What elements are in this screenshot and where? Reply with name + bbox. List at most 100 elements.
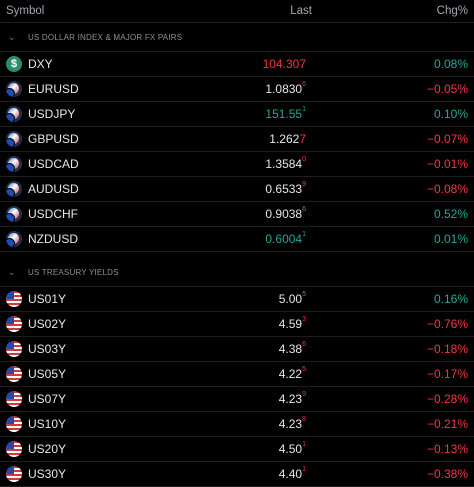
last-price-fraction: 6 [302,206,306,213]
symbol-label: US03Y [28,342,67,356]
symbol-cell: USDJPY [0,106,232,122]
watchlist-row-usdcad[interactable]: USDCAD 1.35840 −0.01% [0,152,474,177]
symbol-cell: USDCAD [0,156,232,172]
last-price-main: 4.59 [278,317,303,331]
symbol-label: USDCHF [28,207,78,221]
watchlist-row-audusd[interactable]: AUDUSD 0.65339 −0.08% [0,177,474,202]
dxy-icon: $ [6,56,22,72]
watchlist-row-dxy[interactable]: $ DXY 104.307 0.08% [0,52,474,77]
symbol-label: AUDUSD [28,182,79,196]
section-header[interactable]: ⌄ US TREASURY YIELDS [0,258,474,287]
symbol-cell: US02Y [0,316,232,332]
change-percent: −0.76% [426,317,468,331]
chevron-down-icon[interactable]: ⌄ [8,266,16,277]
section-title: US DOLLAR INDEX & MAJOR FX PAIRS [28,32,183,42]
last-price-fraction: 8 [302,416,306,423]
change-percent: −0.17% [426,367,468,381]
last-price-main: 4.22 [278,367,303,381]
us-flag-icon [6,466,22,482]
last-price-fraction: 6 [302,341,306,348]
last-price-fraction: 3 [302,316,306,323]
watchlist-row-us30y[interactable]: US30Y 4.401 −0.38% [0,462,474,487]
section-header[interactable]: ⌄ US DOLLAR INDEX & MAJOR FX PAIRS [0,23,474,52]
last-price-fraction: 6 [302,81,306,88]
symbol-cell: EURUSD [0,81,232,97]
symbol-label: GBPUSD [28,132,79,146]
symbol-label: US10Y [28,417,67,431]
watchlist-row-eurusd[interactable]: EURUSD 1.08306 −0.05% [0,77,474,102]
last-price-fraction: 0 [302,156,306,163]
last-price-fraction: 1 [302,441,306,448]
change-percent: −0.21% [426,417,468,431]
watchlist-header: Symbol Last Chg% [0,0,474,23]
last-price-main: 1.3584 [265,157,303,171]
symbol-label: NZDUSD [28,232,78,246]
last-price-fraction: 9 [302,391,306,398]
change-percent: −0.13% [426,442,468,456]
symbol-cell: AUDUSD [0,181,232,197]
us-flag-icon [6,291,22,307]
last-price-main: 1.262 [269,132,300,146]
symbol-cell: $ DXY [0,56,232,72]
watchlist-body: ⌄ US DOLLAR INDEX & MAJOR FX PAIRS $ DXY 104… [0,23,474,487]
symbol-cell: US30Y [0,466,232,482]
symbol-label: US02Y [28,317,67,331]
symbol-cell: US01Y [0,291,232,307]
usd-jpy-flag-icon [6,106,22,122]
last-price: 4.238 [232,416,306,431]
usd-chf-flag-icon [6,206,22,222]
last-price: 4.225 [232,366,306,381]
symbol-column-header[interactable]: Symbol [6,5,45,17]
last-price-fraction: 7 [299,132,306,146]
change-percent: −0.01% [426,157,468,171]
symbol-label: US05Y [28,367,67,381]
symbol-cell: GBPUSD [0,131,232,147]
nzd-usd-flag-icon [6,231,22,247]
last-price-fraction: 1 [302,106,306,113]
last-price-fraction: 1 [302,231,306,238]
watchlist-row-us01y[interactable]: US01Y 5.005 0.16% [0,287,474,312]
last-price: 151.551 [232,106,306,121]
watchlist-row-usdchf[interactable]: USDCHF 0.90386 0.52% [0,202,474,227]
last-price-main: 151.55 [265,107,303,121]
last-price: 104.307 [232,57,306,71]
change-percent: 0.08% [433,57,468,71]
symbol-label: US01Y [28,292,67,306]
us-flag-icon [6,316,22,332]
watchlist-row-us07y[interactable]: US07Y 4.239 −0.28% [0,387,474,412]
watchlist-row-us02y[interactable]: US02Y 4.593 −0.76% [0,312,474,337]
change-percent: −0.28% [426,392,468,406]
last-column-header[interactable]: Last [290,5,312,17]
last-price-main: 4.23 [278,417,303,431]
last-price-main: 4.38 [278,342,303,356]
watchlist-row-us10y[interactable]: US10Y 4.238 −0.21% [0,412,474,437]
last-price: 0.60041 [232,231,306,246]
last-price-main: 0.6533 [265,182,303,196]
watchlist-row-usdjpy[interactable]: USDJPY 151.551 0.10% [0,102,474,127]
symbol-label: USDJPY [28,107,76,121]
chevron-down-icon[interactable]: ⌄ [8,31,16,42]
symbol-cell: US10Y [0,416,232,432]
watchlist-row-gbpusd[interactable]: GBPUSD 1.2627 −0.07% [0,127,474,152]
last-price: 4.401 [232,466,306,481]
last-price-fraction: 1 [302,466,306,473]
change-percent: 0.01% [433,232,468,246]
change-percent: 0.52% [433,207,468,221]
symbol-label: US20Y [28,442,67,456]
symbol-cell: NZDUSD [0,231,232,247]
symbol-cell: US07Y [0,391,232,407]
symbol-cell: USDCHF [0,206,232,222]
change-percent: −0.08% [426,182,468,196]
watchlist-row-us20y[interactable]: US20Y 4.501 −0.13% [0,437,474,462]
last-price-fraction: 9 [302,181,306,188]
last-price-main: 104.307 [262,57,306,71]
watchlist-row-us05y[interactable]: US05Y 4.225 −0.17% [0,362,474,387]
watchlist-row-us03y[interactable]: US03Y 4.386 −0.18% [0,337,474,362]
chg-column-header[interactable]: Chg% [436,5,468,17]
watchlist-row-nzdusd[interactable]: NZDUSD 0.60041 0.01% [0,227,474,252]
last-price: 4.386 [232,341,306,356]
last-price-main: 4.40 [278,467,303,481]
usd-cad-flag-icon [6,156,22,172]
symbol-label: DXY [28,57,53,71]
